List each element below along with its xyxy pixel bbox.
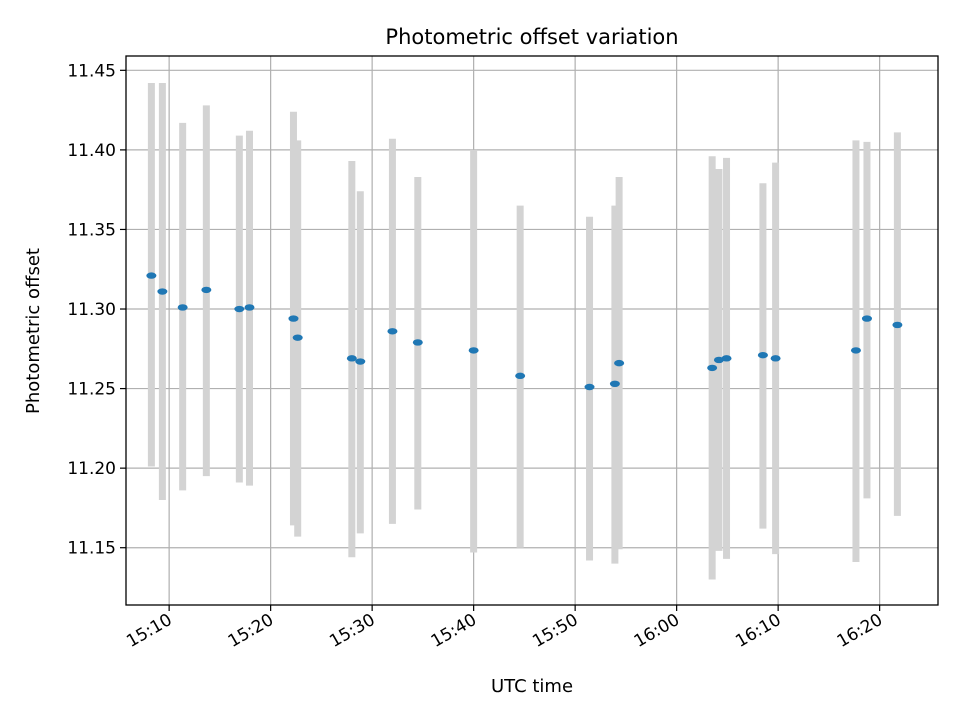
data-point — [850, 347, 861, 354]
data-point — [584, 383, 595, 391]
data-point — [234, 305, 245, 313]
y-tick-label: 11.40 — [67, 141, 116, 161]
data-point — [614, 359, 625, 367]
data-point — [515, 372, 526, 380]
data-point — [707, 364, 718, 372]
data-point — [146, 272, 157, 279]
data-point — [288, 315, 299, 322]
data-point — [770, 355, 781, 362]
data-point — [346, 355, 357, 362]
data-point — [609, 380, 620, 388]
data-point — [468, 347, 479, 354]
data-point — [201, 286, 212, 294]
data-point — [177, 304, 188, 311]
y-axis: 11.15 11.20 11.25 11.30 11.35 11.40 11.45 — [67, 61, 126, 559]
data-point — [861, 315, 872, 322]
y-tick-label: 11.15 — [67, 539, 116, 559]
grid — [126, 56, 938, 605]
data-point — [757, 351, 768, 359]
data-point — [355, 358, 366, 365]
y-axis-label: Photometric offset — [23, 248, 44, 414]
data-point — [292, 334, 303, 341]
data-point — [892, 321, 903, 329]
data-point — [157, 288, 168, 295]
data-points — [146, 272, 903, 391]
data-point — [412, 339, 423, 346]
chart-title: Photometric offset variation — [385, 25, 678, 49]
x-axis-label: UTC time — [491, 676, 573, 697]
y-tick-label: 11.35 — [67, 220, 116, 240]
y-tick-label: 11.25 — [67, 380, 116, 400]
data-point — [713, 356, 724, 364]
data-point — [721, 355, 732, 362]
y-tick-label: 11.45 — [67, 61, 116, 81]
y-tick-label: 11.30 — [67, 300, 116, 320]
data-point — [387, 328, 398, 335]
plot-frame — [125, 55, 939, 606]
y-tick-label: 11.20 — [67, 459, 116, 479]
data-point — [244, 304, 255, 311]
